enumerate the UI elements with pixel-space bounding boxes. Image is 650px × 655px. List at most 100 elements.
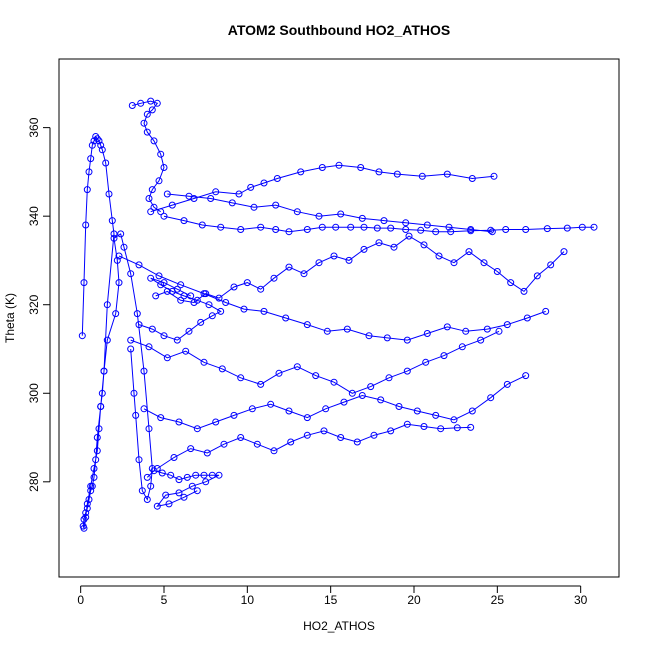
data-point xyxy=(127,270,135,278)
data-point xyxy=(147,208,155,216)
data-point xyxy=(163,190,171,198)
data-point xyxy=(395,403,403,410)
series-line xyxy=(167,193,493,233)
data-point xyxy=(93,447,101,455)
data-point xyxy=(188,482,196,490)
data-point xyxy=(247,183,255,191)
data-point xyxy=(503,321,511,329)
data-point xyxy=(202,478,210,486)
data-point xyxy=(82,509,90,517)
data-point xyxy=(87,487,95,495)
data-point xyxy=(97,403,105,410)
data-point xyxy=(443,323,451,331)
data-point xyxy=(340,398,348,406)
data-point xyxy=(193,487,201,495)
data-point xyxy=(440,352,448,360)
data-point xyxy=(420,423,428,430)
x-tick-label: 15 xyxy=(324,593,338,607)
data-point xyxy=(140,367,148,375)
data-point xyxy=(303,431,311,439)
data-point xyxy=(130,389,138,397)
data-point xyxy=(337,210,345,218)
data-point xyxy=(80,515,88,523)
data-point xyxy=(103,336,111,344)
data-point xyxy=(177,296,185,304)
data-point xyxy=(320,427,328,435)
data-point xyxy=(337,434,345,441)
data-point xyxy=(590,223,598,231)
data-point xyxy=(322,405,330,413)
data-point xyxy=(115,279,123,287)
data-point xyxy=(367,383,375,391)
data-point xyxy=(345,256,353,264)
data-point xyxy=(405,232,413,240)
data-point xyxy=(468,407,476,415)
data-point xyxy=(83,186,91,194)
data-point xyxy=(180,217,188,225)
data-point xyxy=(467,423,475,431)
plot-frame xyxy=(58,58,620,578)
data-point xyxy=(543,225,551,233)
data-point xyxy=(450,259,458,267)
data-point xyxy=(462,327,470,335)
data-point xyxy=(285,228,293,236)
data-point xyxy=(480,259,488,267)
series-line xyxy=(118,255,546,341)
data-point xyxy=(257,380,265,388)
data-point xyxy=(323,327,331,335)
data-point xyxy=(465,248,473,256)
data-point xyxy=(285,407,293,415)
data-point xyxy=(193,296,201,304)
data-point xyxy=(347,223,355,231)
data-point xyxy=(88,141,96,149)
data-point xyxy=(175,418,183,426)
data-point xyxy=(98,389,106,397)
data-point xyxy=(115,252,123,260)
data-point xyxy=(467,226,475,233)
data-point xyxy=(287,438,295,446)
data-point xyxy=(488,228,496,236)
data-point xyxy=(145,343,153,351)
data-point xyxy=(348,389,356,397)
data-point xyxy=(542,307,550,315)
data-point xyxy=(413,407,421,415)
data-point xyxy=(273,175,281,182)
data-point xyxy=(360,245,368,253)
data-point xyxy=(145,195,153,202)
data-point xyxy=(312,372,320,380)
data-point xyxy=(257,285,265,293)
data-point xyxy=(450,416,458,424)
data-point xyxy=(300,270,308,278)
data-point xyxy=(148,106,156,114)
data-point xyxy=(100,367,108,375)
data-point xyxy=(165,500,173,508)
data-point xyxy=(102,159,110,167)
series-line xyxy=(146,470,220,507)
data-point xyxy=(157,208,165,216)
data-point xyxy=(85,496,93,503)
data-point xyxy=(422,358,430,366)
x-tick-label: 30 xyxy=(574,593,588,607)
data-point xyxy=(503,380,511,388)
data-point xyxy=(170,454,178,461)
data-point xyxy=(303,414,311,422)
data-point xyxy=(153,502,161,510)
data-point xyxy=(155,272,163,280)
data-point xyxy=(177,281,185,289)
data-point xyxy=(272,201,280,209)
data-point xyxy=(285,263,293,271)
data-point xyxy=(560,248,568,256)
data-point xyxy=(155,177,163,185)
data-point xyxy=(205,301,213,309)
data-point xyxy=(403,420,411,428)
data-point xyxy=(108,217,116,225)
data-point xyxy=(253,440,261,448)
data-point xyxy=(145,425,153,433)
data-point xyxy=(217,223,225,231)
data-point xyxy=(148,465,156,472)
data-point xyxy=(217,307,225,315)
data-point xyxy=(147,274,155,282)
series-lines xyxy=(81,100,594,529)
